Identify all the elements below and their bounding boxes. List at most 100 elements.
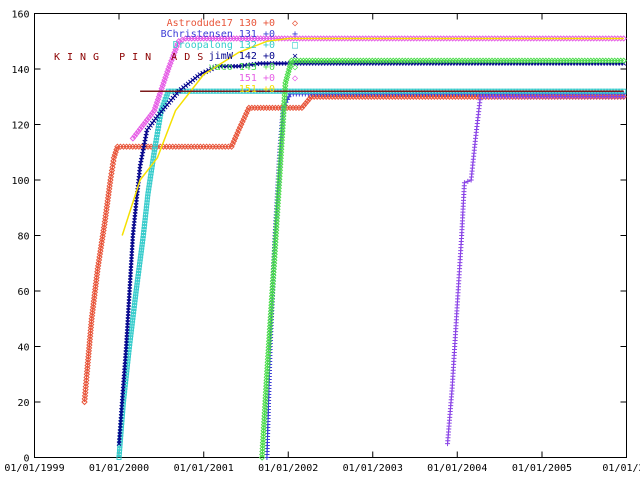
data-point: [153, 140, 159, 146]
data-point: [273, 212, 281, 219]
data-point: [273, 224, 280, 231]
data-point: [270, 263, 278, 270]
data-point: [116, 449, 122, 455]
data-point: [148, 170, 154, 176]
data-point: [275, 194, 282, 201]
data-point: [90, 297, 98, 305]
legend-entry: vaco 143 +0: [209, 62, 275, 73]
data-point: [264, 362, 271, 369]
data-point: [104, 194, 112, 202]
data-point: [264, 353, 272, 360]
data-point: [258, 454, 266, 461]
data-point: [131, 303, 137, 309]
data-point: [95, 256, 103, 264]
data-point: [270, 266, 277, 273]
data-point: [264, 356, 272, 363]
data-point: [102, 209, 110, 216]
data-point: [157, 117, 163, 123]
data-point: [266, 323, 274, 330]
data-point: [100, 227, 107, 234]
data-point: [138, 247, 144, 253]
data-point: [262, 394, 269, 402]
legend-marker: ×: [292, 51, 298, 62]
data-point: [88, 315, 95, 322]
data-point: [106, 182, 113, 190]
data-point: [277, 155, 284, 162]
data-point: [272, 239, 279, 246]
data-point: [269, 284, 276, 291]
data-point: [99, 233, 106, 240]
data-point: [106, 185, 113, 193]
data-point: [273, 218, 280, 225]
data-point: [281, 91, 288, 99]
data-point: [130, 314, 136, 320]
data-point: [146, 185, 152, 191]
data-point: [100, 224, 108, 231]
data-point: [130, 311, 136, 317]
data-point: [262, 391, 269, 399]
series-jimw: [116, 61, 627, 446]
data-point: [140, 238, 146, 244]
data-point: [264, 359, 271, 366]
data-point: [154, 134, 160, 140]
data-point: [262, 388, 270, 396]
data-point: [131, 306, 137, 312]
legend-marker: □: [292, 40, 298, 51]
data-point: [279, 124, 286, 132]
data-point: [82, 380, 90, 387]
data-point: [300, 102, 307, 109]
data-point: [274, 203, 281, 210]
data-point: [277, 161, 284, 168]
y-tick-label: 20: [17, 398, 29, 409]
data-point: [84, 362, 91, 369]
data-point: [89, 306, 96, 314]
data-point: [88, 312, 96, 320]
data-point: [127, 338, 133, 344]
data-point: [143, 209, 149, 215]
data-point: [82, 386, 89, 393]
data-point: [86, 341, 93, 349]
data-point: [90, 300, 97, 308]
data-point: [142, 218, 148, 224]
data-point: [133, 130, 140, 137]
data-point: [163, 94, 169, 100]
data-point: [87, 321, 95, 328]
series-line: [84, 96, 624, 403]
data-point: [105, 188, 113, 196]
y-tick-label: 160: [11, 10, 29, 21]
data-point: [260, 430, 267, 437]
data-point: [139, 244, 145, 250]
data-point: [142, 221, 148, 227]
data-point: [280, 103, 288, 111]
data-point: [95, 259, 102, 267]
data-point: [149, 109, 156, 117]
data-point: [148, 173, 154, 179]
data-point: [150, 155, 156, 161]
data-point: [278, 136, 286, 144]
data-point: [86, 333, 94, 340]
legend-entry: 151 +0: [239, 73, 275, 84]
data-point: [133, 288, 139, 294]
data-point: [102, 215, 109, 222]
data-point: [83, 371, 91, 378]
data-point: [154, 131, 160, 137]
data-point: [93, 271, 101, 278]
data-point: [85, 353, 92, 360]
data-point: [94, 265, 101, 273]
data-point: [145, 114, 153, 121]
data-point: [135, 276, 141, 282]
data-point: [93, 274, 100, 281]
data-point: [282, 82, 289, 90]
series-line: [118, 90, 624, 458]
data-point: [276, 173, 283, 180]
data-point: [274, 197, 282, 204]
data-point: [274, 209, 281, 216]
data-point: [141, 227, 147, 233]
data-point: [132, 294, 138, 300]
data-point: [107, 176, 114, 184]
data-point: [81, 395, 88, 403]
legend-entry: jimW 142 +0: [209, 51, 275, 62]
data-point: [269, 275, 277, 282]
data-point: [134, 279, 140, 285]
data-point: [272, 227, 280, 234]
